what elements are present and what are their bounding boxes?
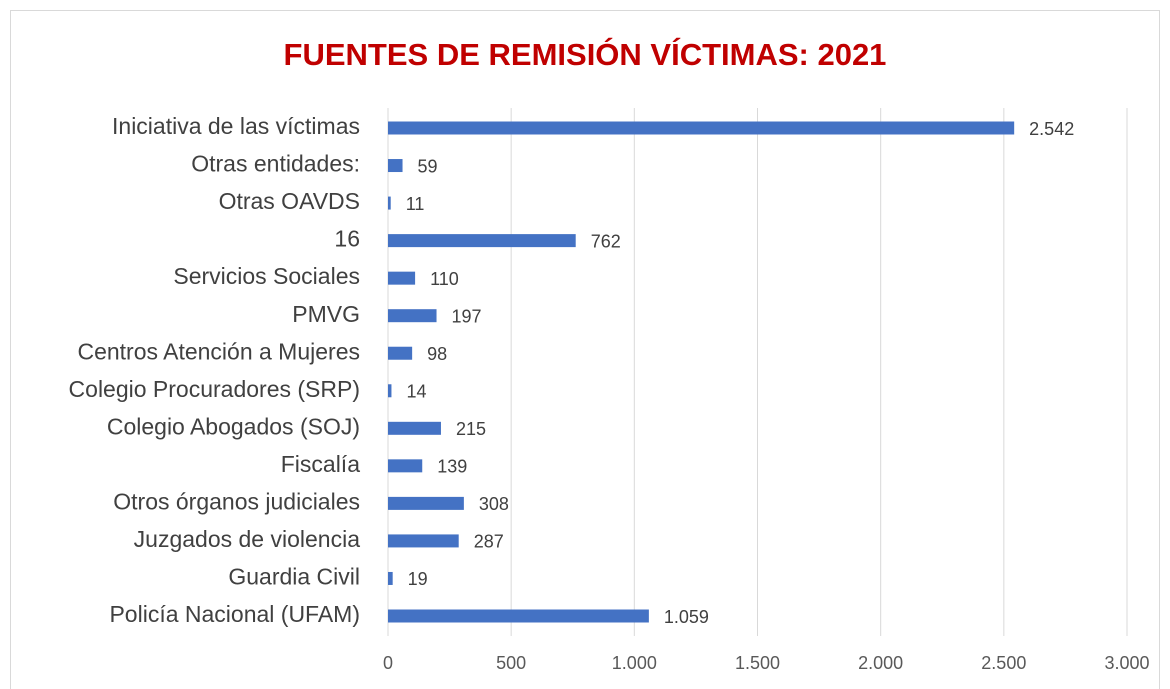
y-tick-label: 16	[334, 226, 360, 252]
bar	[388, 534, 459, 548]
data-label: 2.542	[1029, 119, 1074, 139]
data-label: 287	[474, 532, 504, 552]
y-tick-label: Policía Nacional (UFAM)	[109, 601, 360, 627]
y-tick-label: Colegio Procuradores (SRP)	[69, 376, 360, 402]
y-tick-label: Otros órganos judiciales	[113, 488, 360, 514]
bar	[388, 121, 1015, 135]
data-label: 110	[430, 269, 459, 289]
data-label: 215	[456, 419, 486, 439]
y-tick-label: Guardia Civil	[228, 564, 360, 590]
y-tick-label: Otras OAVDS	[219, 188, 360, 214]
y-tick-label: Iniciativa de las víctimas	[112, 113, 360, 139]
bar	[388, 196, 391, 210]
bar	[388, 571, 393, 585]
data-label: 59	[418, 156, 438, 176]
chart-title: FUENTES DE REMISIÓN VÍCTIMAS: 2021	[284, 36, 887, 72]
data-label: 14	[406, 382, 426, 402]
bar	[388, 609, 649, 623]
y-tick-label: Fiscalía	[281, 451, 360, 477]
data-label: 98	[427, 344, 447, 364]
y-tick-label: Colegio Abogados (SOJ)	[107, 413, 360, 439]
x-tick-label: 500	[496, 653, 526, 673]
data-label: 139	[437, 457, 467, 477]
x-tick-label: 2.000	[858, 653, 903, 673]
bar	[388, 234, 576, 248]
data-label: 19	[408, 569, 428, 589]
x-tick-label: 0	[383, 653, 393, 673]
bar	[388, 309, 437, 323]
data-label: 1.059	[664, 607, 709, 627]
x-tick-label: 1.000	[612, 653, 657, 673]
y-tick-label: Servicios Sociales	[173, 263, 360, 289]
bar	[388, 384, 392, 398]
x-tick-label: 3.000	[1104, 653, 1149, 673]
x-tick-label: 1.500	[735, 653, 780, 673]
data-label: 762	[591, 231, 621, 251]
bar	[388, 496, 464, 510]
y-tick-label: Juzgados de violencia	[134, 526, 361, 552]
y-tick-label: PMVG	[292, 301, 360, 327]
data-label: 308	[479, 494, 509, 514]
data-label: 197	[452, 306, 482, 326]
y-tick-label: Centros Atención a Mujeres	[77, 338, 360, 364]
data-label: 11	[406, 194, 425, 214]
bar	[388, 421, 441, 435]
x-tick-label: 2.500	[981, 653, 1026, 673]
bar	[388, 346, 413, 360]
bar	[388, 159, 403, 173]
y-tick-label: Otras entidades:	[191, 151, 360, 177]
bar	[388, 459, 423, 473]
bar	[388, 271, 416, 285]
